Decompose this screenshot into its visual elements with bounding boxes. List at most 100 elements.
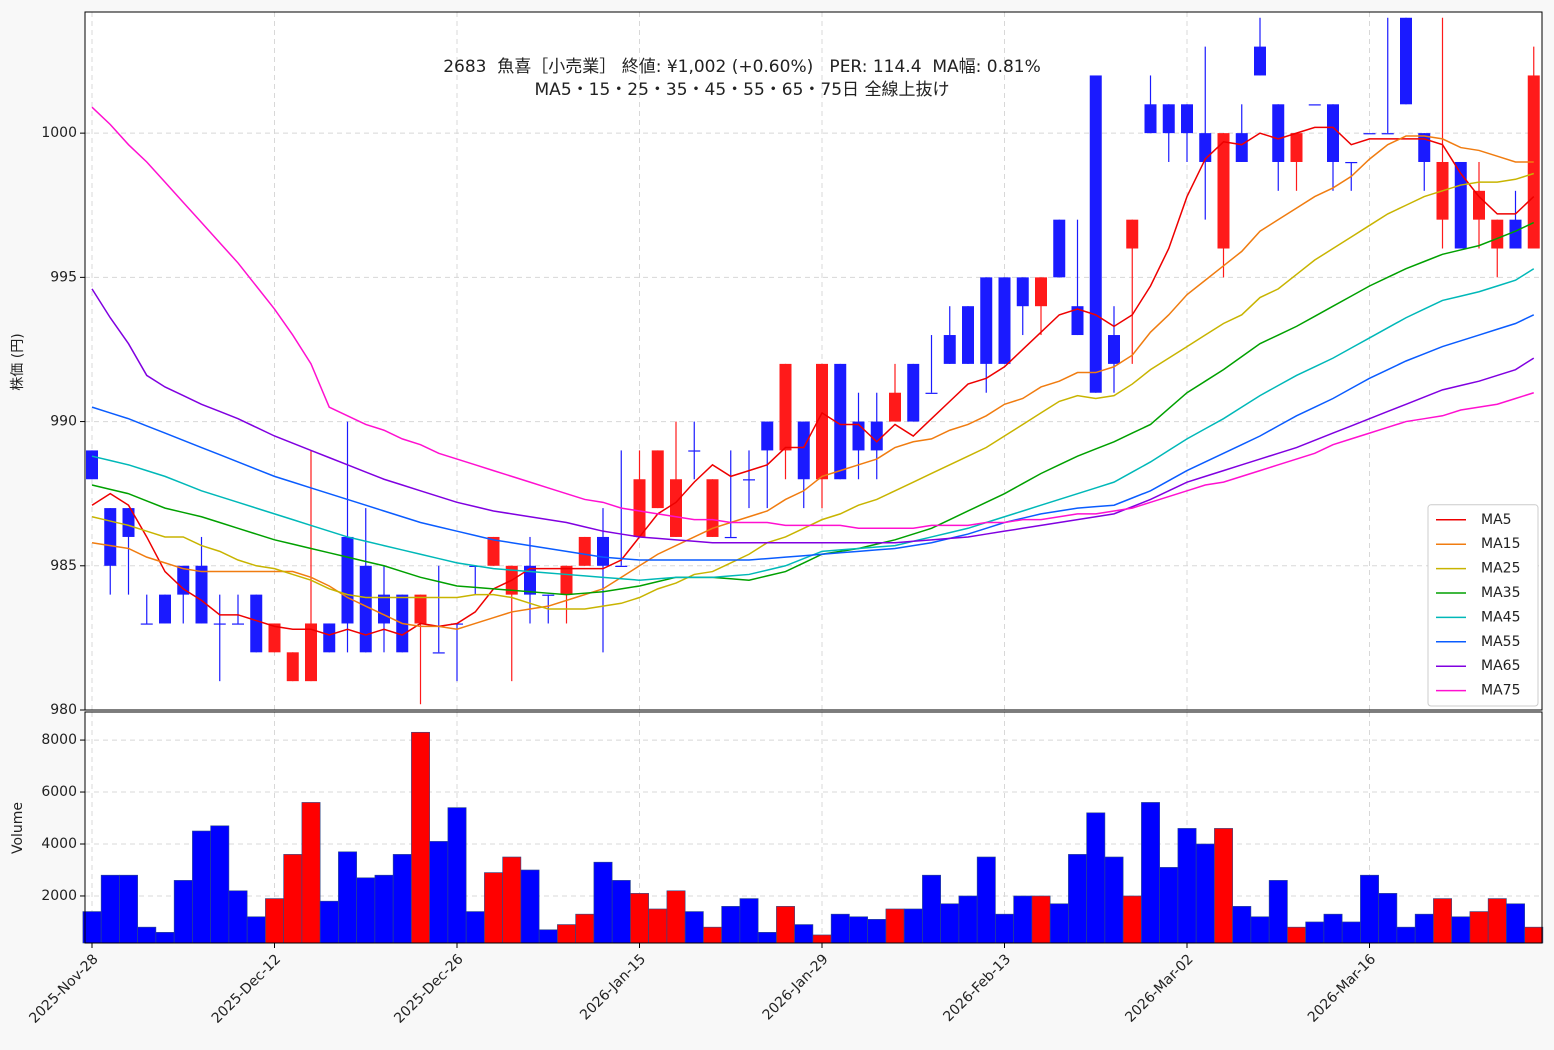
candle-body [816,363,828,480]
volume-bar [192,830,211,944]
candle-body [688,450,701,452]
candle-body [414,594,427,624]
volume-bar [119,874,138,944]
candle-body [341,536,354,624]
candle-body [779,363,792,451]
volume-bar [575,913,595,944]
candle-body [1473,190,1485,220]
candle-body [542,594,555,596]
volume-bar [1323,913,1343,944]
candle-body [670,479,682,537]
x-tick-label: 2025-Dec-12 [209,951,284,1026]
volume-bar [484,872,503,944]
volume-bar [557,924,576,944]
volume-bar [100,874,120,944]
price-frame [84,11,1543,711]
candle-body [925,392,938,394]
volume-bar [922,874,941,944]
volume-bar [1104,856,1124,944]
ma-line [91,288,1535,544]
volume-axis-label: Volume [10,802,26,854]
candle-body [1035,277,1047,307]
candle-body [432,652,445,654]
candle-body [359,565,372,653]
volume-bar [757,932,777,944]
candle-body [743,479,755,481]
candle-body [1308,104,1321,106]
y-tick-label: 985 [50,558,77,574]
volume-bar [940,903,960,944]
candle-body [578,536,591,566]
candle-body [1509,219,1522,249]
candle-body [706,479,719,537]
volume-bar [995,913,1014,944]
volume-bar [1451,916,1471,944]
volume-bar [538,929,558,944]
candle-body [797,421,810,480]
volume-bar [338,851,357,944]
candle-body [1345,161,1358,164]
candle-body [1089,75,1102,393]
volume-bar [1469,911,1489,944]
candle-body [140,623,153,625]
x-tick-label: 2026-Mar-16 [1305,951,1379,1025]
x-tick-label: 2026-Feb-13 [940,951,1014,1025]
volume-bar [703,926,722,944]
candle-body [998,277,1011,364]
candle-body [1181,104,1193,134]
volume-bar [82,911,102,944]
volume-bar [721,906,741,944]
volume-tick-label: 2000 [41,888,77,904]
legend-label: MA15 [1481,536,1520,552]
volume-bar [1414,913,1434,944]
candle-body [1144,104,1157,134]
ma-line [91,172,1534,610]
volume-bar [1031,895,1051,944]
legend-label: MA55 [1481,634,1520,650]
volume-bar [666,890,686,944]
candle-body [852,421,865,451]
volume-bar [319,900,339,944]
volume-bar [1396,926,1416,944]
volume-bar [301,802,321,944]
volume-bar [611,880,631,944]
legend-label: MA25 [1481,561,1520,577]
volume-bar [1305,921,1325,944]
volume-bar [246,916,266,944]
candle-body [633,479,646,537]
volume-tick-label: 6000 [41,784,77,800]
candle-body [1235,133,1248,162]
candle-body [1454,161,1467,249]
candle-body [250,594,263,653]
volume-bar [1378,893,1398,944]
volume-tick-label: 8000 [41,732,77,748]
volume-bar [830,913,850,944]
volume-bar [1122,895,1142,944]
candle-body [232,623,244,625]
chart-title: 2683 魚喜［小売業］ 終値: ¥1,002 (+0.60%) PER: 11… [443,57,1041,77]
legend-box [1427,504,1539,707]
candle-body [305,623,317,682]
volume-bar [265,898,284,944]
volume-bar [1524,926,1544,944]
candle-body [286,652,299,682]
volume-bar [1195,843,1215,944]
volume-bar [1506,903,1525,944]
volume-bar [1341,921,1361,944]
candle-body [1108,335,1120,364]
chart-subtitle: MA5・15・25・35・45・55・65・75日 全線上抜け [535,80,950,100]
volume-bar [1013,895,1033,944]
volume-bar [684,911,704,944]
candle-body [980,277,993,364]
volume-bar [1268,880,1288,944]
candle-body [1381,133,1394,135]
volume-bar [465,911,485,944]
volume-bar [1049,903,1069,944]
volume-bar [812,934,832,944]
candle-body [962,306,974,364]
volume-bar [429,841,449,944]
candle-body [1272,104,1285,162]
volume-bar [739,898,759,944]
volume-bar [392,854,412,944]
